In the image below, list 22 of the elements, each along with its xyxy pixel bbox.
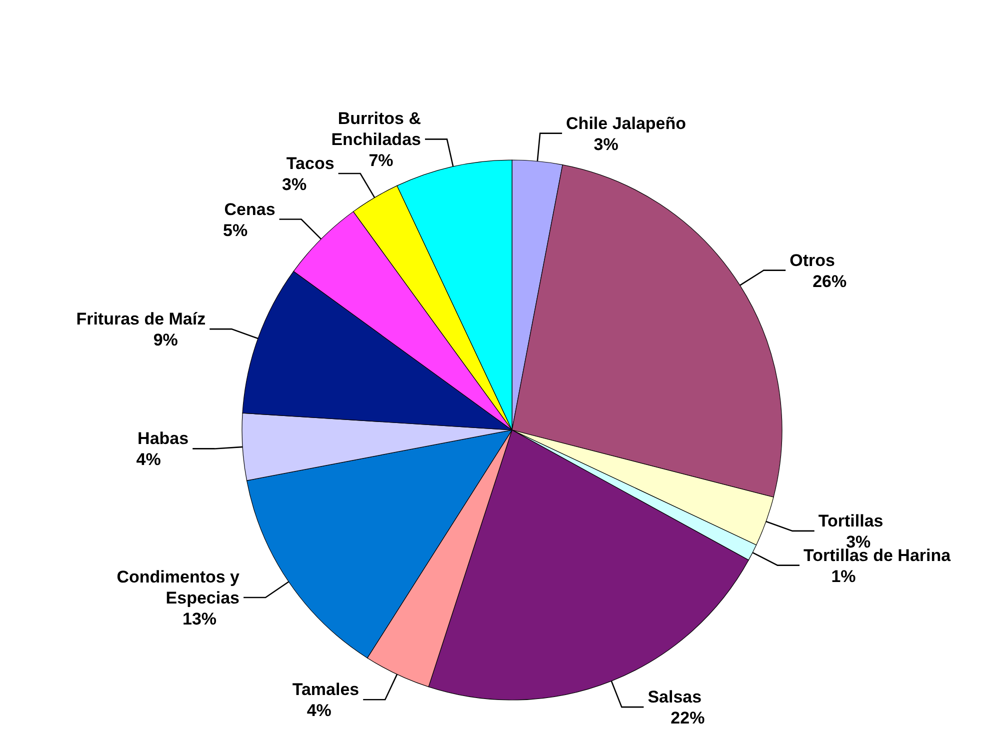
data-label: 26% (812, 272, 847, 291)
data-label: 1% (831, 566, 856, 586)
data-label: 13% (182, 610, 217, 628)
slice-label: Burritos & Enchiladas (331, 109, 421, 150)
data-label: 7% (368, 151, 394, 170)
slice-label: Tortillas (818, 511, 884, 530)
data-label: 4% (136, 450, 161, 470)
slice-label: Chile Jalapeño (566, 114, 686, 133)
slice-label: Tamales (292, 680, 360, 700)
slice-label: Habas (138, 429, 189, 448)
slice-label: Condimentos y Especias (116, 568, 240, 608)
data-label: 3% (282, 175, 307, 194)
data-label: 4% (306, 701, 332, 720)
data-label: 22% (670, 708, 705, 728)
data-label: 5% (222, 220, 248, 240)
data-label: 9% (153, 330, 178, 350)
slice-label: Cenas (224, 200, 276, 219)
data-label: 3% (594, 134, 618, 154)
slice-label: Frituras de Maíz (76, 310, 206, 329)
slice-label: Tacos (286, 154, 334, 173)
slice-label: Otros (790, 250, 835, 270)
slice-label: Salsas (648, 688, 702, 707)
